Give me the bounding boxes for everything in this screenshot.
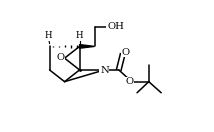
- Text: OH: OH: [107, 22, 124, 31]
- Text: H: H: [45, 31, 52, 40]
- Text: O: O: [121, 48, 129, 57]
- Text: O: O: [56, 53, 65, 62]
- Polygon shape: [80, 45, 95, 48]
- Text: N: N: [100, 67, 109, 76]
- Text: H: H: [76, 31, 83, 40]
- Text: O: O: [125, 77, 133, 86]
